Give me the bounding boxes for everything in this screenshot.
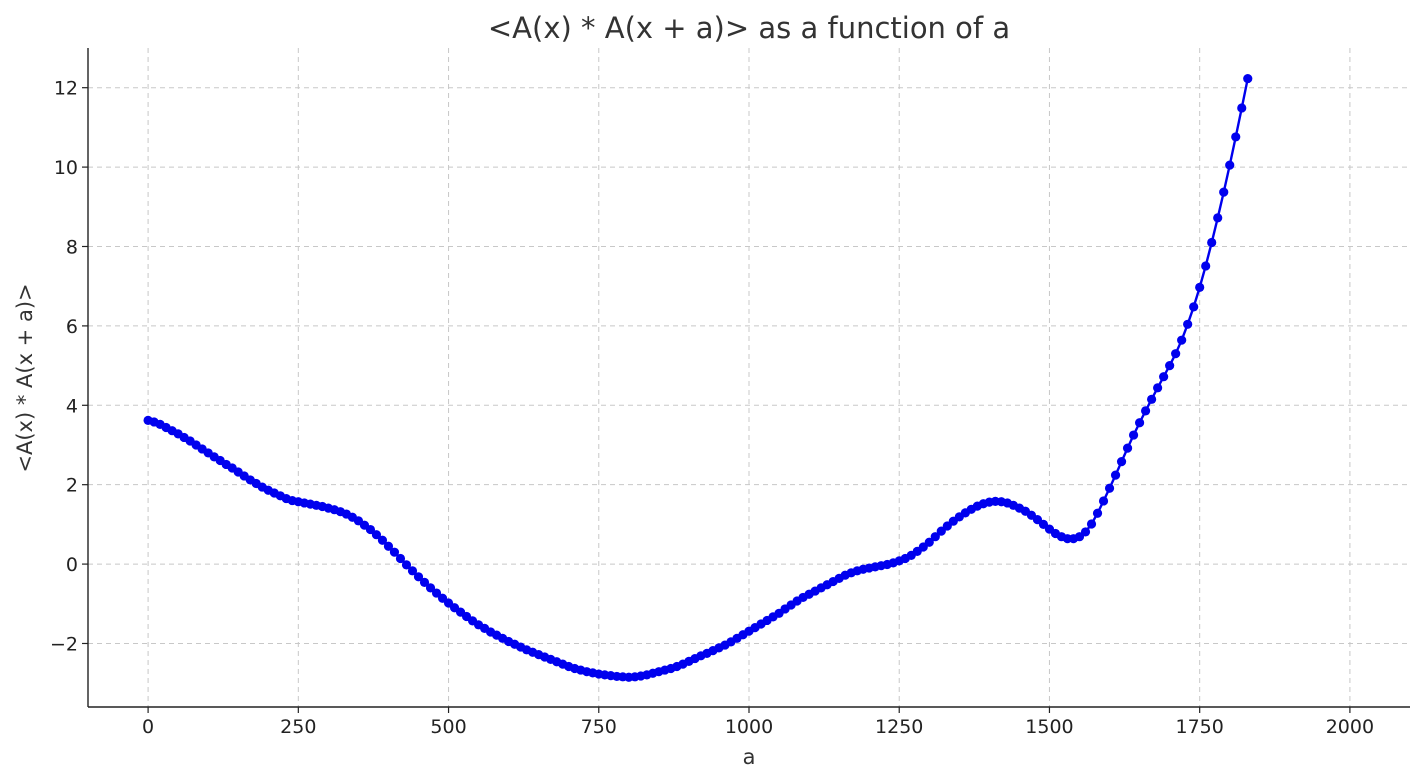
y-tick-label: −2 [50,633,78,655]
data-point [377,535,388,545]
data-point [1104,483,1115,493]
data-point [1165,360,1175,371]
data-point [383,541,394,551]
x-tick-label: 500 [430,716,466,738]
data-point [1237,103,1247,113]
data-point [1153,383,1163,393]
data-point [1080,527,1091,537]
data-point [1086,519,1097,529]
data-point [431,588,442,598]
data-point [371,530,382,540]
x-axis-label: a [743,745,756,769]
data-point [1116,457,1127,467]
data-point [1243,73,1253,84]
y-tick-label: 8 [66,236,78,258]
y-tick-label: 2 [66,475,78,497]
data-point [389,547,400,557]
data-point [1195,282,1205,292]
x-tick-label: 1500 [1025,716,1073,738]
data-point [936,526,946,536]
data-point [1159,372,1169,382]
data-point [1098,496,1109,506]
data-point [1147,394,1157,404]
data-point [1110,470,1121,480]
data-point [1225,160,1235,170]
data-point [1134,418,1145,428]
x-tick-label: 250 [280,716,316,738]
data-point [407,566,418,576]
x-tick-label: 1750 [1176,716,1224,738]
data-point [1207,237,1217,248]
y-tick-label: 12 [54,78,78,100]
data-point [1213,213,1223,223]
data-point [1128,430,1139,440]
data-point [365,524,376,535]
y-tick-label: 0 [66,554,78,576]
data-point [1231,132,1241,142]
data-point [1183,319,1193,329]
data-point [1219,187,1229,197]
data-point [401,560,412,570]
data-point [1201,261,1211,271]
data-point [1189,302,1199,312]
x-tick-label: 2000 [1326,716,1374,738]
data-point [395,553,406,564]
data-point [425,583,436,593]
data-point [419,577,430,587]
x-tick-label: 0 [142,716,154,738]
data-point [930,532,940,542]
data-point [1122,443,1133,453]
series-line-group [143,73,1253,682]
series-line [146,77,1249,679]
data-point [1092,508,1103,518]
data-point [1171,349,1181,359]
grid [88,48,1410,707]
data-point [1177,335,1187,345]
axes [82,48,1410,713]
chart-title: <A(x) * A(x + a)> as a function of a [488,11,1010,45]
data-point [413,572,424,582]
y-axis-label: <A(x) * A(x + a)> [13,283,37,472]
tick-labels: 0 250 500 750 1000 1250 1500 1750 2000 −2 0 2 4 6 8 10 1… [50,78,1374,738]
y-tick-label: 10 [54,157,78,179]
y-tick-label: 4 [66,395,78,417]
x-tick-label: 750 [581,716,617,738]
data-point [924,537,934,547]
x-tick-label: 1000 [725,716,773,738]
data-point [1141,406,1151,416]
x-tick-label: 1250 [875,716,923,738]
y-tick-label: 6 [66,316,78,338]
